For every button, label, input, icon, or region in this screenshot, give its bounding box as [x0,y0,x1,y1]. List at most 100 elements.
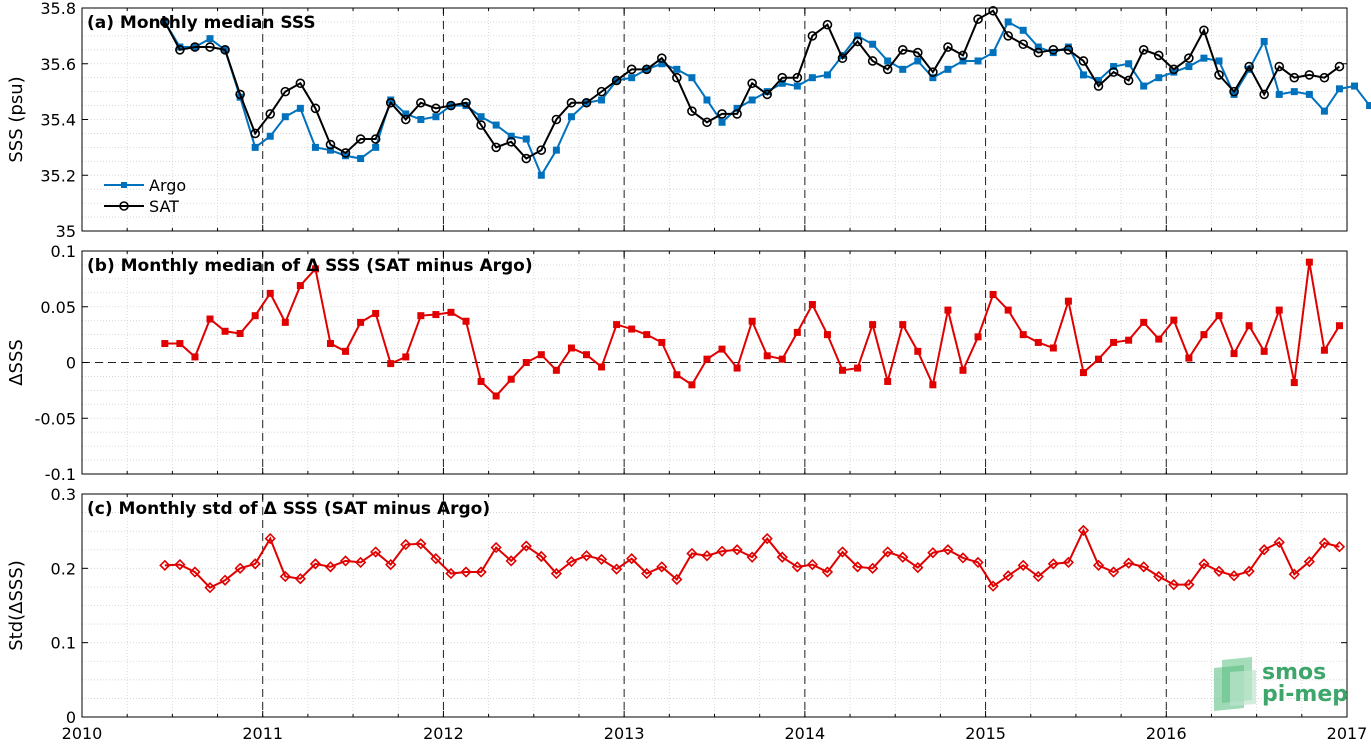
series-argo [161,18,1371,179]
panel-title: (c) Monthly std of Δ SSS (SAT minus Argo… [87,499,490,519]
data-point [174,558,186,571]
data-point [761,532,773,545]
data-point [400,114,411,125]
data-point [702,117,712,128]
data-point [1351,82,1359,90]
data-point [854,364,862,372]
data-point [628,74,636,82]
data-point [988,5,998,16]
data-point [1002,570,1014,582]
data-point [1334,61,1345,72]
data-point [311,265,319,273]
data-point [506,137,516,147]
data-point [552,146,560,154]
legend-entry: Argo [149,176,186,195]
data-point [1273,536,1285,548]
data-point [598,363,606,371]
data-point [1019,331,1027,339]
data-point [342,347,350,355]
data-point [176,340,184,348]
data-point [943,42,953,52]
data-point [1033,47,1044,58]
data-point [370,134,381,144]
data-point [1125,336,1133,344]
data-point [914,57,922,65]
data-point [1185,63,1193,71]
data-point [746,551,758,563]
data-point [1092,559,1105,571]
data-point [1123,557,1135,569]
data-point [912,561,924,574]
data-point [249,558,261,570]
data-point [1333,541,1346,553]
data-point [1275,90,1283,98]
legend: Argo SAT [104,176,186,216]
data-point [402,353,410,361]
data-point [1018,39,1029,50]
data-point [854,32,862,40]
smos-pi-mep-logo: smos pi-mep [1214,657,1348,711]
data-point [717,109,727,119]
data-point [281,318,289,326]
data-point [266,132,274,140]
data-point [251,143,259,151]
data-point [628,325,636,333]
data-point [566,97,577,108]
panel-a-monthly-median-sss: 35 35.2 35.4 35.6 35.8 SSS (psu) (a) Monthly m… [6,0,1371,241]
data-point [595,553,608,566]
data-point [929,74,937,82]
data-point [372,309,380,317]
data-point [884,57,892,65]
data-point [672,72,682,83]
data-point [522,135,530,143]
data-point [959,366,967,374]
data-point [1229,86,1239,97]
data-point [1289,72,1300,83]
data-point [491,142,501,153]
data-point [611,75,622,86]
data-point [673,65,681,73]
data-point [836,546,849,558]
data-point [884,377,892,385]
data-point [1079,71,1087,79]
data-point [673,371,681,379]
data-point [1200,54,1208,62]
data-point [929,381,937,389]
data-point [326,146,334,154]
data-point [370,546,382,558]
data-point [927,547,939,559]
data-point [793,328,801,336]
data-point [869,40,877,48]
logo-line2: pi-mep [1262,682,1348,707]
data-point [806,558,819,571]
data-point [219,574,231,586]
data-point [1017,559,1029,571]
data-point [686,547,698,560]
data-point [1048,45,1059,55]
data-point [537,351,545,359]
data-point [324,561,337,573]
data-point [778,79,786,87]
panel-title: (a) Monthly median SSS [87,13,316,33]
data-point [1215,57,1223,65]
legend-entry: SAT [149,197,179,216]
data-point [475,566,487,578]
data-point [942,544,954,556]
data-point [1244,61,1254,72]
data-point [1064,297,1072,305]
panel-title: (b) Monthly median of Δ SSS (SAT minus A… [87,256,533,276]
x-tick-label: 2013 [604,724,645,743]
data-point [476,120,486,130]
data-point [1168,579,1180,591]
y-tick-label: 35 [56,222,76,241]
data-point [1184,53,1194,63]
data-point [899,65,907,73]
data-point [1108,67,1119,77]
data-point [821,566,834,578]
data-point [581,97,592,108]
data-point [791,561,803,573]
y-tick-label: -0.05 [35,409,76,428]
data-point [1093,81,1104,91]
data-point [718,118,726,126]
